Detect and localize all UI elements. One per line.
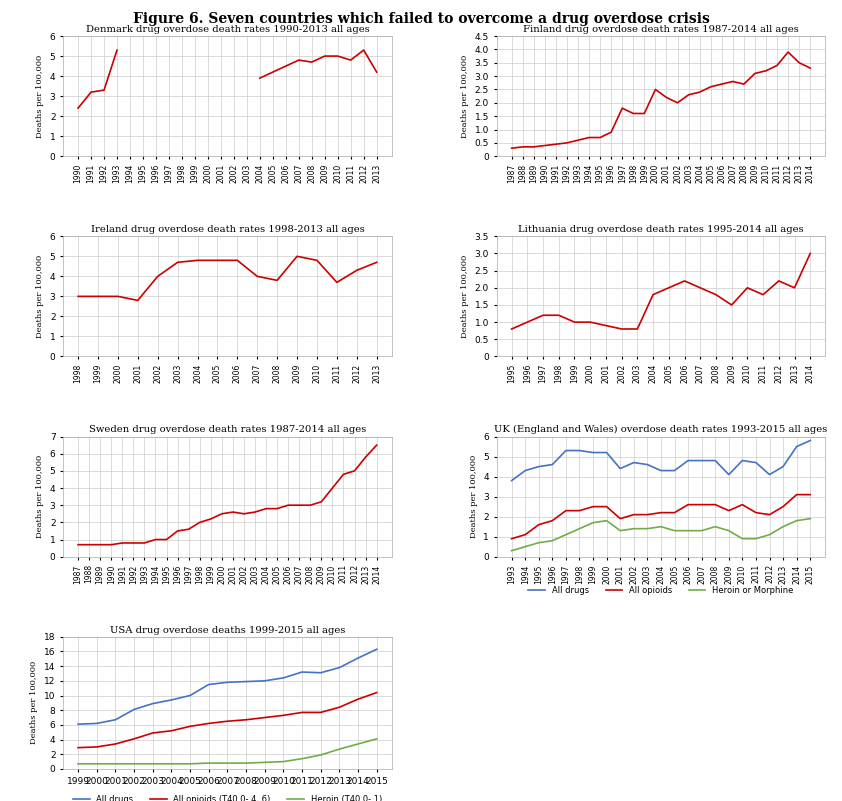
Title: Denmark drug overdose death rates 1990-2013 all ages: Denmark drug overdose death rates 1990-2… (86, 25, 370, 34)
Text: Figure 6. Seven countries which failed to overcome a drug overdose crisis: Figure 6. Seven countries which failed t… (132, 12, 710, 26)
Y-axis label: Deaths per 100,000: Deaths per 100,000 (461, 255, 469, 338)
Y-axis label: Deaths per 100,000: Deaths per 100,000 (470, 455, 477, 538)
Title: Lithuania drug overdose death rates 1995-2014 all ages: Lithuania drug overdose death rates 1995… (518, 225, 804, 234)
Title: UK (England and Wales) overdose death rates 1993-2015 all ages: UK (England and Wales) overdose death ra… (494, 425, 828, 434)
Title: Sweden drug overdose death rates 1987-2014 all ages: Sweden drug overdose death rates 1987-20… (88, 425, 366, 434)
Title: Ireland drug overdose death rates 1998-2013 all ages: Ireland drug overdose death rates 1998-2… (90, 225, 365, 234)
Y-axis label: Deaths per 100,000: Deaths per 100,000 (461, 54, 469, 138)
Y-axis label: Deaths per 100,000: Deaths per 100,000 (36, 255, 45, 338)
Title: Finland drug overdose death rates 1987-2014 all ages: Finland drug overdose death rates 1987-2… (523, 25, 799, 34)
Y-axis label: Deaths per 100,000: Deaths per 100,000 (36, 455, 45, 538)
Y-axis label: Deaths per 100,000: Deaths per 100,000 (36, 54, 45, 138)
Legend: All drugs, All opioids (T40.0-.4,.6), Heroin (T40.0-.1): All drugs, All opioids (T40.0-.4,.6), He… (70, 791, 385, 801)
Title: USA drug overdose deaths 1999-2015 all ages: USA drug overdose deaths 1999-2015 all a… (109, 626, 345, 634)
Y-axis label: Deaths per 100,000: Deaths per 100,000 (30, 662, 39, 744)
Legend: All drugs, All opioids, Heroin or Morphine: All drugs, All opioids, Heroin or Morphi… (525, 582, 797, 598)
